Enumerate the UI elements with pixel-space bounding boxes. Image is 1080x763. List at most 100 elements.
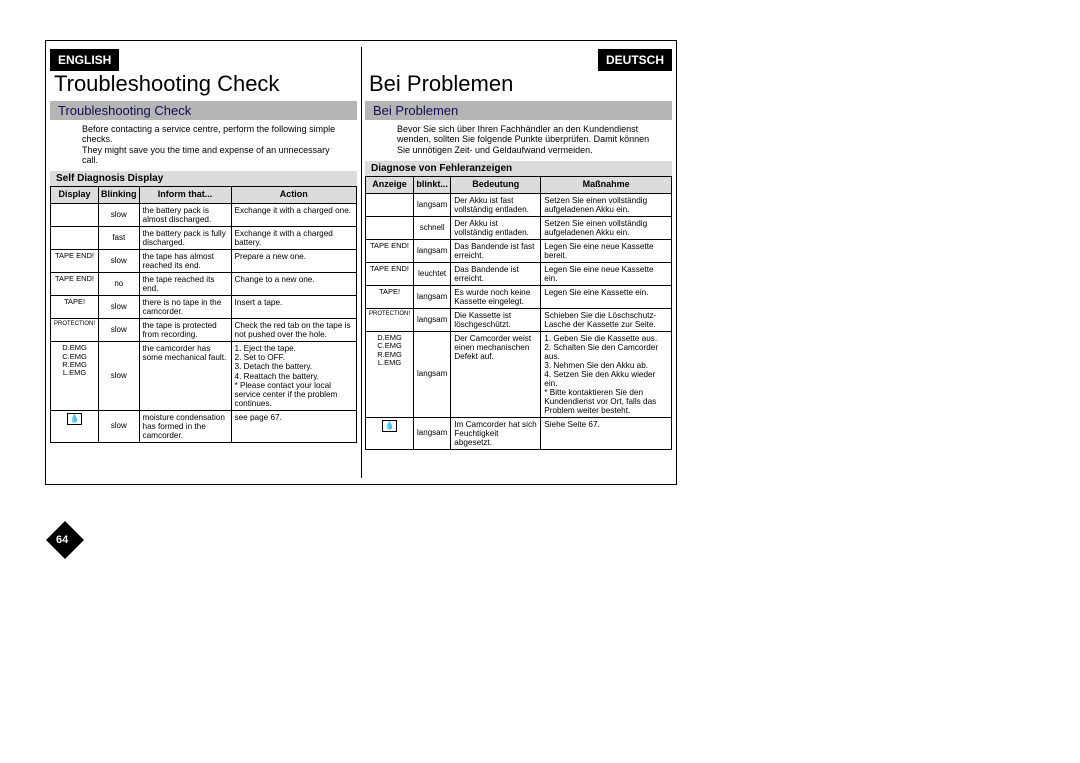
table-cell: moisture condensation has formed in the …: [139, 410, 231, 442]
section-heading: Troubleshooting Check: [50, 101, 357, 120]
table-row: TAPE!langsamEs wurde noch keine Kassette…: [366, 286, 672, 309]
table-cell: D.EMGC.EMGR.EMGL.EMG: [366, 332, 414, 418]
table-cell: TAPE END!: [366, 263, 414, 286]
table-cell: leuchtet: [414, 263, 451, 286]
section-heading: Bei Problemen: [365, 101, 672, 120]
table-row: langsamDer Akku ist fast vollständig ent…: [366, 193, 672, 216]
table-cell: TAPE END!: [366, 239, 414, 262]
table-cell: langsam: [414, 193, 451, 216]
page-number: 64: [56, 534, 68, 546]
table-cell: slow: [99, 204, 140, 227]
table-cell: 1. Geben Sie die Kassette aus.2. Schalte…: [541, 332, 672, 418]
col-blinking: Blinking: [99, 187, 140, 204]
table-cell: [51, 227, 99, 250]
lang-tab-deutsch: DEUTSCH: [598, 49, 672, 71]
table-cell: the tape has almost reached its end.: [139, 250, 231, 273]
table-cell: Setzen Sie einen vollständig aufgeladene…: [541, 216, 672, 239]
table-cell: TAPE!: [51, 296, 99, 319]
table-cell: TAPE END!: [51, 250, 99, 273]
table-cell: PROTECTION!: [51, 319, 99, 342]
intro-text: Bevor Sie sich über Ihren Fachhändler an…: [365, 122, 672, 159]
table-cell: [366, 216, 414, 239]
table-cell: Der Camcorder weist einen mechanischen D…: [451, 332, 541, 418]
diagnosis-table-de: Anzeige blinkt... Bedeutung Maßnahme lan…: [365, 176, 672, 450]
moisture-icon: 💧: [382, 420, 398, 432]
page-title: Bei Problemen: [369, 71, 672, 97]
table-cell: there is no tape in the camcorder.: [139, 296, 231, 319]
table-cell: PROTECTION!: [366, 309, 414, 332]
table-cell: Das Bandende ist erreicht.: [451, 263, 541, 286]
table-cell: 💧: [51, 410, 99, 442]
table-row: PROTECTION!langsamDie Kassette ist lösch…: [366, 309, 672, 332]
table-cell: langsam: [414, 332, 451, 418]
table-cell: Das Bandende ist fast erreicht.: [451, 239, 541, 262]
manual-page: ENGLISH Troubleshooting Check Troublesho…: [45, 40, 677, 485]
table-cell: see page 67.: [231, 410, 356, 442]
table-cell: 💧: [366, 418, 414, 450]
table-row: 💧langsamIm Camcorder hat sich Feuchtigke…: [366, 418, 672, 450]
table-caption: Diagnose von Fehleranzeigen: [365, 161, 672, 176]
table-cell: no: [99, 273, 140, 296]
table-row: TAPE END!nothe tape reached its end.Chan…: [51, 273, 357, 296]
table-cell: Exchange it with a charged battery.: [231, 227, 356, 250]
table-cell: Prepare a new one.: [231, 250, 356, 273]
table-row: TAPE END!langsamDas Bandende ist fast er…: [366, 239, 672, 262]
table-cell: [366, 193, 414, 216]
moisture-icon: 💧: [67, 413, 83, 425]
table-cell: Setzen Sie einen vollständig aufgeladene…: [541, 193, 672, 216]
table-cell: slow: [99, 296, 140, 319]
table-cell: Exchange it with a charged one.: [231, 204, 356, 227]
table-row: D.EMGC.EMGR.EMGL.EMGlangsamDer Camcorder…: [366, 332, 672, 418]
col-action: Action: [231, 187, 356, 204]
page-title: Troubleshooting Check: [54, 71, 357, 97]
table-cell: the camcorder has some mechanical fault.: [139, 342, 231, 410]
table-cell: Legen Sie eine neue Kassette ein.: [541, 263, 672, 286]
table-row: TAPE END!leuchtetDas Bandende ist erreic…: [366, 263, 672, 286]
table-row: PROTECTION!slowthe tape is protected fro…: [51, 319, 357, 342]
english-column: ENGLISH Troubleshooting Check Troublesho…: [46, 41, 361, 484]
table-cell: fast: [99, 227, 140, 250]
table-caption: Self Diagnosis Display: [50, 171, 357, 186]
table-cell: 1. Eject the tape.2. Set to OFF.3. Detac…: [231, 342, 356, 410]
table-cell: langsam: [414, 239, 451, 262]
table-cell: Legen Sie eine neue Kassette bereit.: [541, 239, 672, 262]
table-cell: slow: [99, 342, 140, 410]
table-cell: slow: [99, 319, 140, 342]
lang-tab-english: ENGLISH: [50, 49, 119, 71]
diagnosis-table-en: Display Blinking Inform that... Action s…: [50, 186, 357, 442]
table-cell: D.EMGC.EMGR.EMGL.EMG: [51, 342, 99, 410]
table-cell: Check the red tab on the tape is not pus…: [231, 319, 356, 342]
table-cell: Schieben Sie die Löschschutz-Lasche der …: [541, 309, 672, 332]
deutsch-column: DEUTSCH Bei Problemen Bei Problemen Bevo…: [361, 41, 676, 484]
col-blinkt: blinkt...: [414, 177, 451, 194]
table-cell: schnell: [414, 216, 451, 239]
table-cell: Der Akku ist vollständig entladen.: [451, 216, 541, 239]
table-cell: Der Akku ist fast vollständig entladen.: [451, 193, 541, 216]
table-cell: TAPE!: [366, 286, 414, 309]
table-row: TAPE!slowthere is no tape in the camcord…: [51, 296, 357, 319]
table-header-row: Display Blinking Inform that... Action: [51, 187, 357, 204]
col-massnahme: Maßnahme: [541, 177, 672, 194]
table-cell: langsam: [414, 309, 451, 332]
table-cell: langsam: [414, 286, 451, 309]
col-bedeutung: Bedeutung: [451, 177, 541, 194]
table-cell: slow: [99, 410, 140, 442]
table-row: schnellDer Akku ist vollständig entladen…: [366, 216, 672, 239]
col-anzeige: Anzeige: [366, 177, 414, 194]
table-cell: Siehe Seite 67.: [541, 418, 672, 450]
table-cell: Change to a new one.: [231, 273, 356, 296]
table-cell: langsam: [414, 418, 451, 450]
table-row: fastthe battery pack is fully discharged…: [51, 227, 357, 250]
table-cell: Die Kassette ist löschgeschützt.: [451, 309, 541, 332]
table-cell: Es wurde noch keine Kassette eingelegt.: [451, 286, 541, 309]
table-cell: the tape reached its end.: [139, 273, 231, 296]
table-row: D.EMGC.EMGR.EMGL.EMGslowthe camcorder ha…: [51, 342, 357, 410]
table-row: TAPE END!slowthe tape has almost reached…: [51, 250, 357, 273]
table-cell: TAPE END!: [51, 273, 99, 296]
col-inform: Inform that...: [139, 187, 231, 204]
table-row: slowthe battery pack is almost discharge…: [51, 204, 357, 227]
table-cell: Insert a tape.: [231, 296, 356, 319]
table-cell: the battery pack is fully discharged.: [139, 227, 231, 250]
table-cell: the tape is protected from recording.: [139, 319, 231, 342]
table-header-row: Anzeige blinkt... Bedeutung Maßnahme: [366, 177, 672, 194]
